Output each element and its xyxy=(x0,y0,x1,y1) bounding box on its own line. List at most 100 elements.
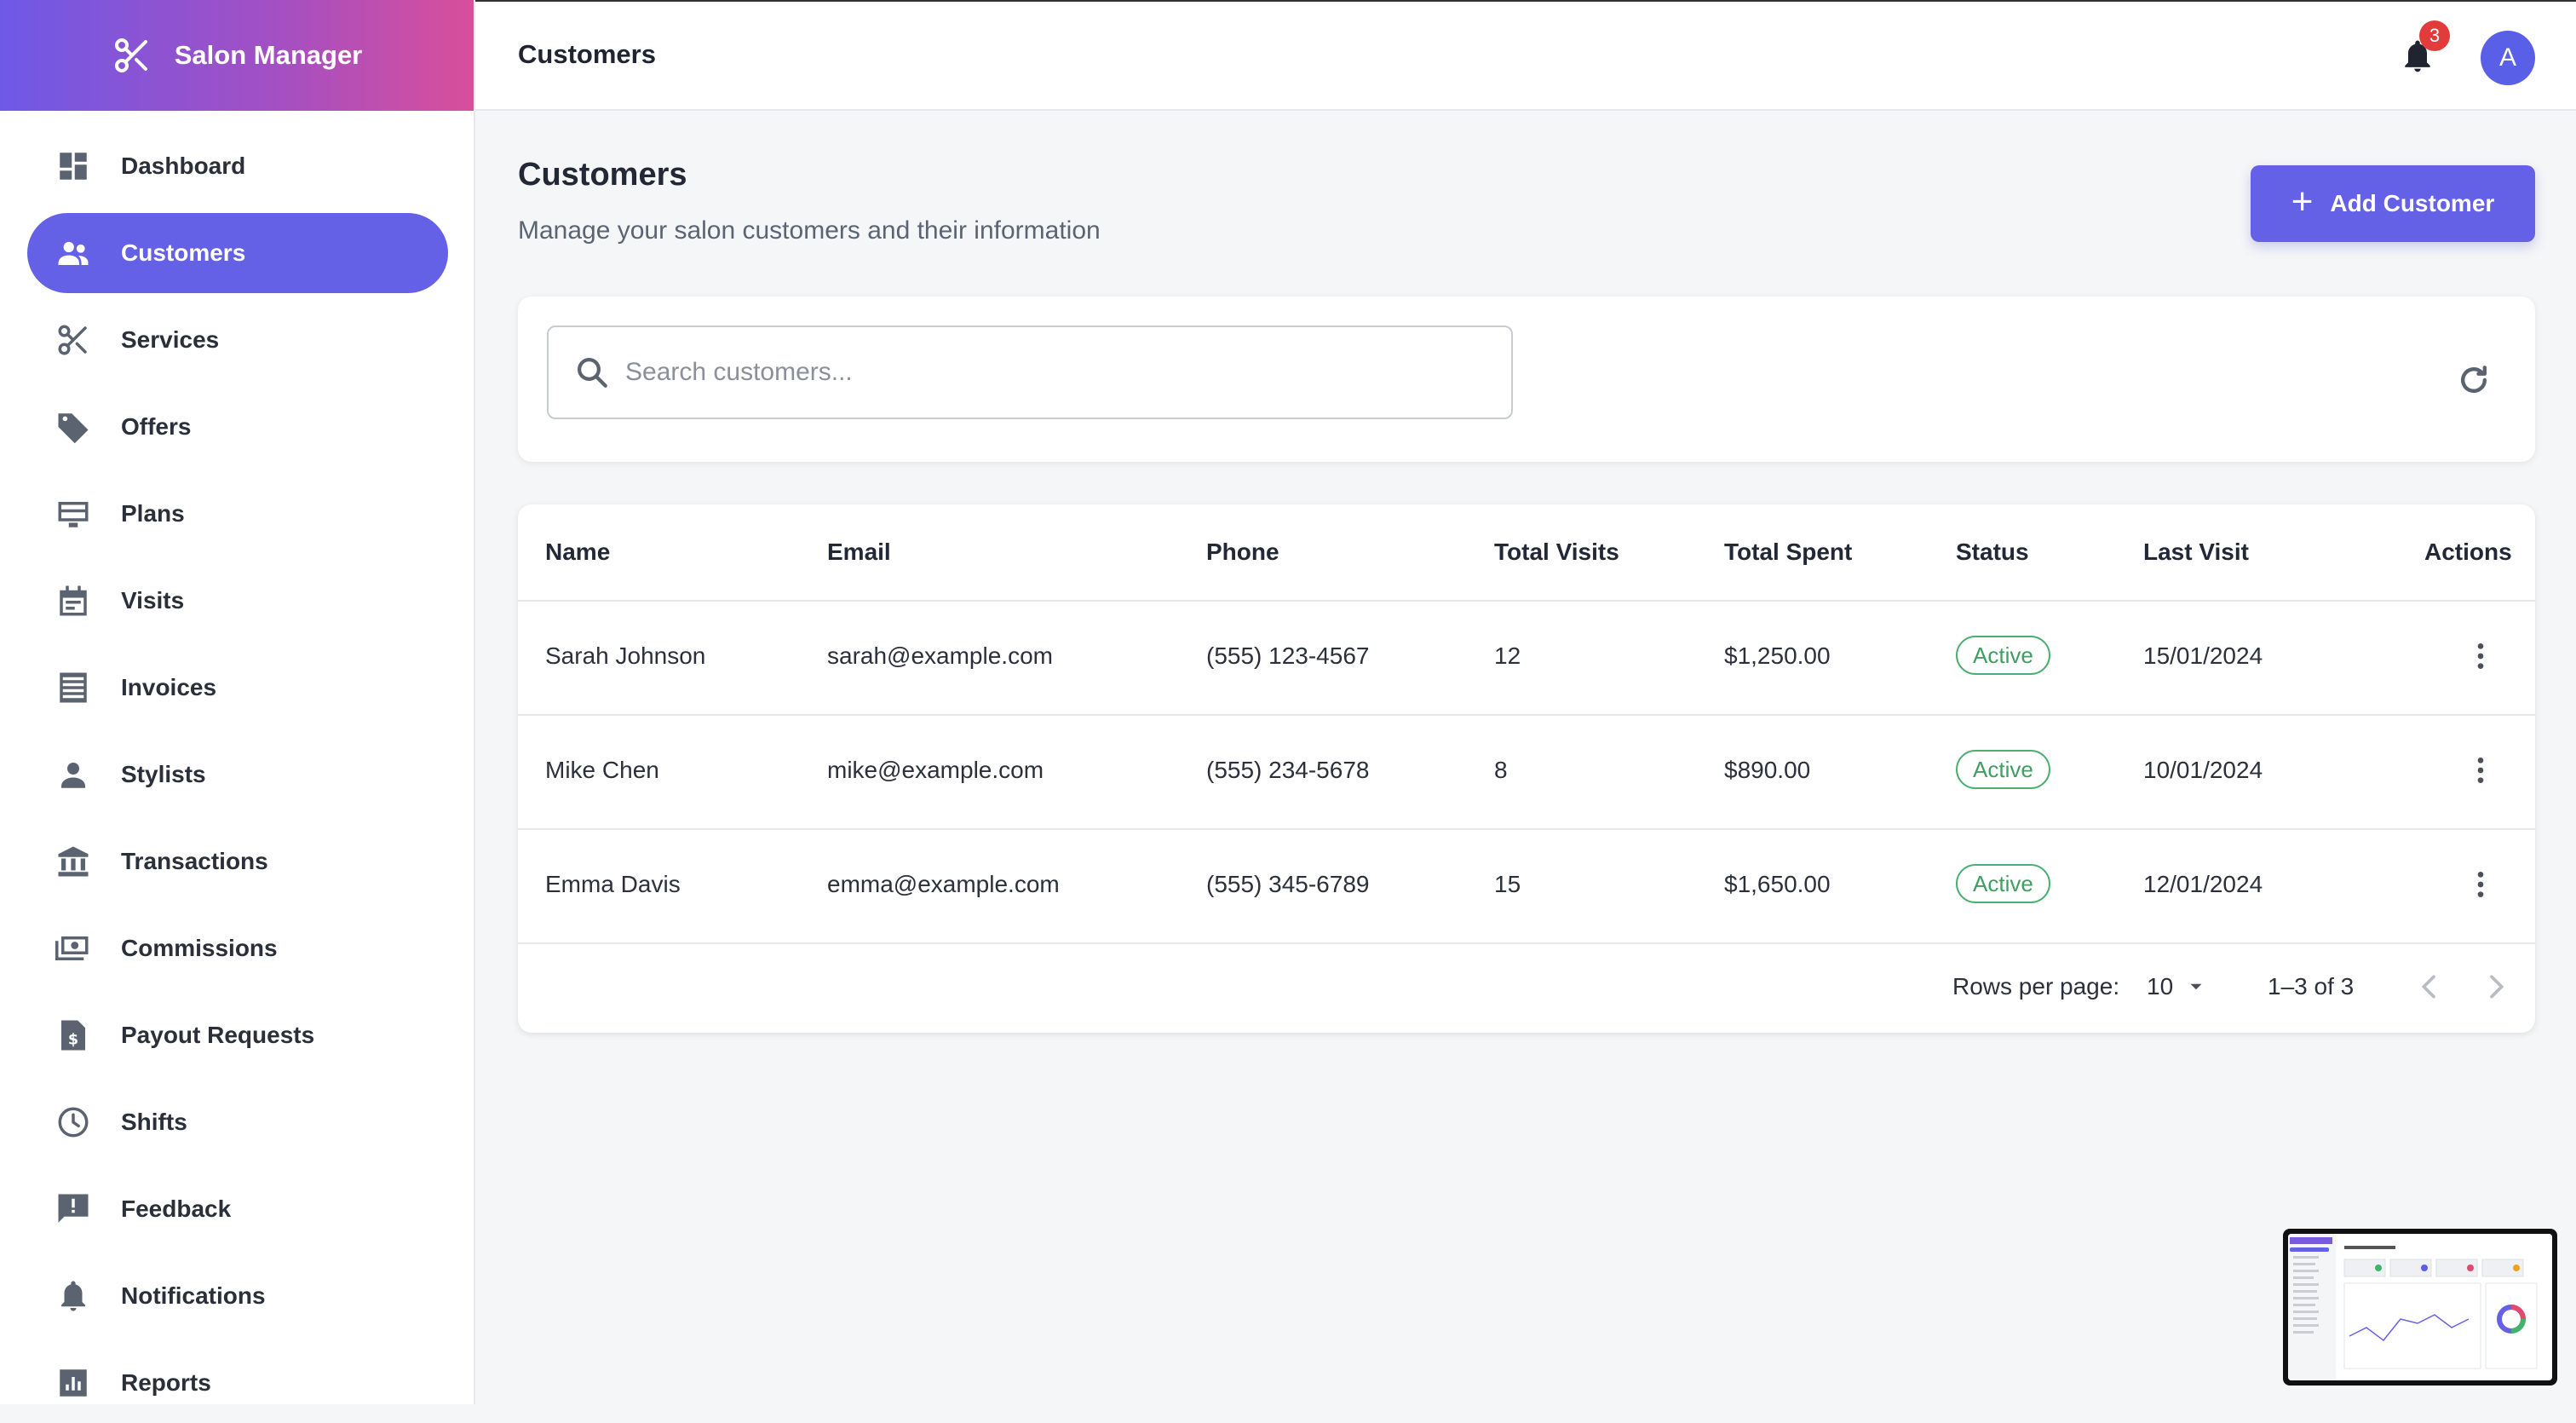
chevron-right-icon[interactable] xyxy=(2479,970,2513,1004)
cell-total-spent: $1,650.00 xyxy=(1724,871,1831,897)
scissors-icon xyxy=(114,38,147,72)
sidebar-item-customers[interactable]: Customers xyxy=(27,213,448,293)
avatar[interactable]: A xyxy=(2481,31,2535,85)
screen-preview-thumbnail[interactable] xyxy=(2283,1229,2557,1386)
cell-phone: (555) 123-4567 xyxy=(1206,642,1370,669)
clock-icon xyxy=(55,1103,92,1141)
column-header-name[interactable]: Name xyxy=(545,539,611,565)
sidebar-item-notifications[interactable]: Notifications xyxy=(27,1256,448,1336)
plus-icon: + xyxy=(2291,181,2314,222)
cell-total-visits: 8 xyxy=(1494,757,1508,783)
status-badge: Active xyxy=(1956,864,2050,903)
brand-header[interactable]: Salon Manager xyxy=(0,0,474,111)
sidebar-item-label: Offers xyxy=(121,413,192,440)
svg-text:$: $ xyxy=(68,1032,78,1049)
app-name: Salon Manager xyxy=(174,40,363,70)
search-card xyxy=(518,297,2535,462)
sidebar-item-visits[interactable]: Visits xyxy=(27,561,448,641)
bell-icon xyxy=(55,1277,92,1315)
sidebar-item-shifts[interactable]: Shifts xyxy=(27,1082,448,1162)
sidebar-item-label: Stylists xyxy=(121,761,206,787)
sidebar-item-label: Reports xyxy=(121,1369,211,1396)
sidebar-item-payout-requests[interactable]: $ Payout Requests xyxy=(27,995,448,1075)
sidebar-item-dashboard[interactable]: Dashboard xyxy=(27,126,448,206)
person-icon xyxy=(55,756,92,793)
sidebar-item-label: Dashboard xyxy=(121,153,246,179)
sidebar: Salon Manager Dashboard Customers Servic… xyxy=(0,0,475,1404)
column-header-total-spent[interactable]: Total Spent xyxy=(1724,539,1853,565)
column-header-status[interactable]: Status xyxy=(1956,539,2029,565)
feedback-icon xyxy=(55,1190,92,1228)
table-row[interactable]: Mike Chen mike@example.com (555) 234-567… xyxy=(518,714,2535,830)
chevron-left-icon[interactable] xyxy=(2412,970,2447,1004)
sidebar-item-invoices[interactable]: Invoices xyxy=(27,648,448,728)
cell-total-visits: 15 xyxy=(1494,871,1521,897)
cell-last-visit: 12/01/2024 xyxy=(2143,871,2263,897)
cell-email: sarah@example.com xyxy=(827,642,1053,669)
cell-name: Emma Davis xyxy=(545,871,681,897)
document-dollar-icon: $ xyxy=(55,1017,92,1054)
rows-per-page-value: 10 xyxy=(2147,973,2174,1000)
table-row[interactable]: Emma Davis emma@example.com (555) 345-67… xyxy=(518,828,2535,944)
table-pagination: Rows per page: 10 1–3 of 3 xyxy=(518,942,2535,1033)
refresh-icon[interactable] xyxy=(2455,361,2493,399)
sidebar-item-label: Customers xyxy=(121,239,246,266)
sidebar-item-label: Payout Requests xyxy=(121,1022,315,1048)
sidebar-item-transactions[interactable]: Transactions xyxy=(27,821,448,902)
sidebar-item-stylists[interactable]: Stylists xyxy=(27,735,448,815)
header-title: Customers xyxy=(518,39,656,69)
sidebar-item-label: Plans xyxy=(121,500,185,527)
sidebar-item-label: Services xyxy=(121,326,220,353)
money-icon xyxy=(55,930,92,967)
scissors-icon xyxy=(55,321,92,359)
cell-last-visit: 10/01/2024 xyxy=(2143,757,2263,783)
sidebar-item-label: Notifications xyxy=(121,1282,266,1309)
thumbnail-content xyxy=(2288,1234,2552,1380)
search-icon xyxy=(578,358,607,388)
calendar-icon xyxy=(55,582,92,619)
search-field[interactable] xyxy=(547,326,1513,419)
sidebar-item-offers[interactable]: Offers xyxy=(27,387,448,467)
rows-per-page-label: Rows per page: xyxy=(1952,973,2120,1000)
more-vert-icon[interactable] xyxy=(2464,639,2498,673)
cell-total-spent: $1,250.00 xyxy=(1724,642,1831,669)
cell-email: mike@example.com xyxy=(827,757,1044,783)
sidebar-item-label: Transactions xyxy=(121,848,268,874)
pagination-range: 1–3 of 3 xyxy=(2268,973,2355,1000)
chart-icon xyxy=(55,1364,92,1402)
sidebar-item-services[interactable]: Services xyxy=(27,300,448,380)
page-title: Customers xyxy=(518,157,687,193)
notification-badge: 3 xyxy=(2419,20,2450,51)
sidebar-item-label: Commissions xyxy=(121,935,278,961)
receipt-icon xyxy=(55,669,92,706)
cell-last-visit: 15/01/2024 xyxy=(2143,642,2263,669)
sidebar-item-plans[interactable]: Plans xyxy=(27,474,448,554)
table-row[interactable]: Sarah Johnson sarah@example.com (555) 12… xyxy=(518,600,2535,716)
add-customer-button[interactable]: + Add Customer xyxy=(2251,165,2535,242)
bank-icon xyxy=(55,843,92,880)
column-header-last-visit[interactable]: Last Visit xyxy=(2143,539,2249,565)
sidebar-item-feedback[interactable]: Feedback xyxy=(27,1169,448,1249)
more-vert-icon[interactable] xyxy=(2464,867,2498,902)
more-vert-icon[interactable] xyxy=(2464,753,2498,787)
status-badge: Active xyxy=(1956,750,2050,789)
sidebar-item-label: Shifts xyxy=(121,1109,187,1135)
cell-phone: (555) 345-6789 xyxy=(1206,871,1370,897)
dropdown-arrow-icon xyxy=(2190,983,2202,990)
sidebar-item-commissions[interactable]: Commissions xyxy=(27,908,448,988)
cell-email: emma@example.com xyxy=(827,871,1060,897)
customers-table: Name Email Phone Total Visits Total Spen… xyxy=(518,504,2535,1033)
dashboard-icon xyxy=(55,147,92,185)
sidebar-item-label: Visits xyxy=(121,587,185,614)
status-badge: Active xyxy=(1956,636,2050,675)
cell-phone: (555) 234-5678 xyxy=(1206,757,1370,783)
column-header-phone[interactable]: Phone xyxy=(1206,539,1279,565)
search-input[interactable] xyxy=(624,357,1479,388)
sidebar-item-reports[interactable]: Reports xyxy=(27,1343,448,1423)
column-header-email[interactable]: Email xyxy=(827,539,891,565)
column-header-total-visits[interactable]: Total Visits xyxy=(1494,539,1619,565)
column-header-actions: Actions xyxy=(2424,539,2512,565)
rows-per-page-select[interactable]: 10 xyxy=(2147,973,2207,1000)
cell-name: Mike Chen xyxy=(545,757,659,783)
tag-icon xyxy=(55,408,92,446)
